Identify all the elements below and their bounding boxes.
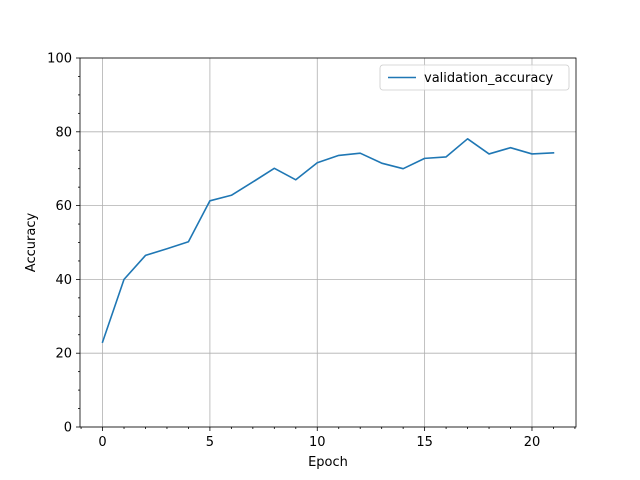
x-tick-label: 5: [206, 435, 214, 450]
y-tick-label: 0: [64, 421, 72, 436]
y-tick-label: 100: [47, 52, 72, 67]
y-tick-label: 20: [55, 347, 72, 362]
y-tick-label: 80: [55, 125, 72, 140]
data-point: [402, 168, 404, 170]
data-point: [509, 146, 511, 148]
data-point: [488, 153, 490, 155]
data-point: [445, 156, 447, 158]
series-layer: [101, 138, 555, 344]
y-axis-label: Accuracy: [24, 213, 39, 273]
data-point: [273, 167, 275, 169]
y-tick-label: 60: [55, 199, 72, 214]
data-point: [531, 153, 533, 155]
series-line-validation_accuracy: [101, 138, 555, 344]
legend-box: [379, 64, 570, 91]
data-point: [166, 248, 168, 250]
legend: validation_accuracy: [379, 64, 570, 91]
data-point: [295, 179, 297, 181]
data-point: [552, 152, 554, 154]
data-point: [144, 254, 146, 256]
axis-ticks: 0 5 10 15 20 0 20 40 60 80 100: [47, 52, 576, 450]
data-point: [359, 152, 361, 154]
legend-label: validation_accuracy: [424, 71, 553, 86]
data-point: [187, 241, 189, 243]
data-point: [230, 194, 232, 196]
data-point: [338, 154, 340, 156]
x-tick-label: 0: [98, 435, 106, 450]
x-axis-label: Epoch: [308, 455, 348, 470]
x-tick-label: 10: [309, 435, 326, 450]
data-point: [466, 138, 468, 140]
plot-frame: [79, 57, 577, 428]
y-tick-label: 40: [55, 273, 72, 288]
data-point: [380, 162, 382, 164]
x-tick-label: 15: [416, 435, 433, 450]
data-point: [101, 341, 103, 343]
data-point: [316, 162, 318, 164]
data-point: [252, 181, 254, 183]
data-point: [209, 200, 211, 202]
x-tick-label: 20: [524, 435, 541, 450]
data-point: [123, 278, 125, 280]
data-point: [423, 157, 425, 159]
